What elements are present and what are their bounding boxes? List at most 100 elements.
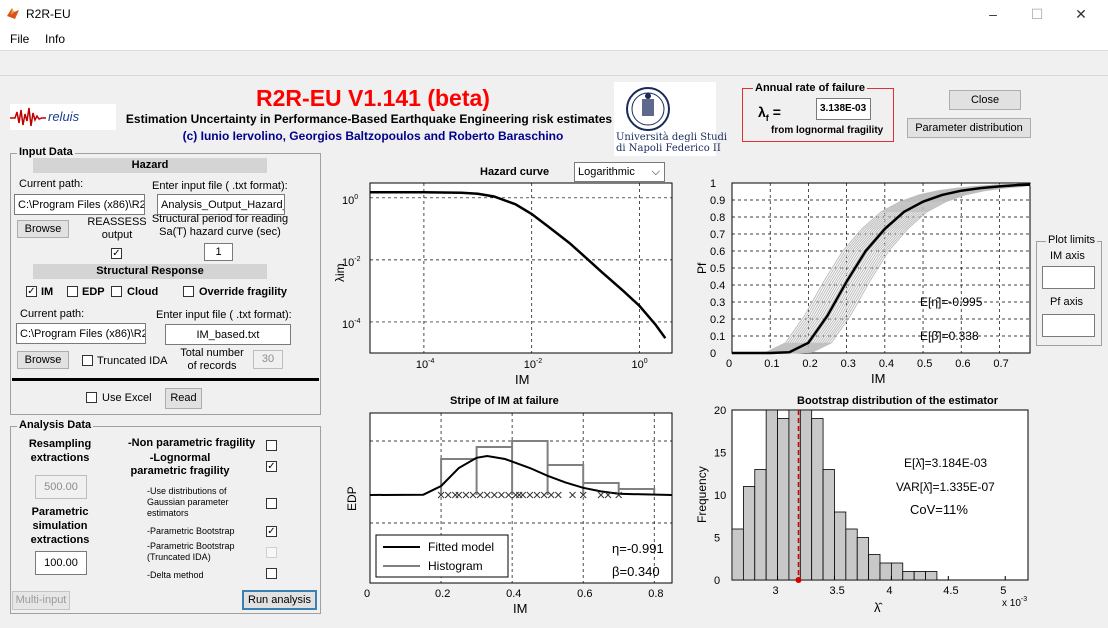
histogram-bar bbox=[742, 486, 756, 581]
reassess-output-checkbox[interactable]: ✓ bbox=[111, 248, 122, 259]
x-tick-label: 10-2 bbox=[524, 358, 543, 371]
cloud-label: Cloud bbox=[127, 286, 159, 298]
option-gaussian-checkbox[interactable] bbox=[266, 498, 277, 509]
y-tick-label: 0.6 bbox=[710, 246, 725, 258]
option-parametric-bootstrap-checkbox[interactable]: ✓ bbox=[266, 526, 277, 537]
histogram-bar bbox=[731, 528, 744, 581]
x-tick-exponent: -4 bbox=[428, 358, 434, 365]
im-checkbox[interactable]: ✓ bbox=[26, 286, 37, 297]
y-tick-exponent: 0 bbox=[354, 194, 358, 201]
histogram-bar bbox=[811, 418, 824, 581]
option-lognormal-checkbox[interactable]: ✓ bbox=[266, 461, 277, 472]
minimize-button[interactable]: – bbox=[989, 6, 997, 22]
histogram-bar bbox=[902, 571, 915, 581]
pf-axis-field[interactable] bbox=[1042, 314, 1095, 337]
x-axis-label: IM bbox=[871, 371, 885, 386]
histogram-bar bbox=[890, 562, 904, 581]
plot-limits-title: Plot limits bbox=[1046, 234, 1098, 246]
option-non-parametric-checkbox[interactable] bbox=[266, 440, 277, 451]
edp-checkbox[interactable] bbox=[67, 286, 78, 297]
structural-input-file-field[interactable]: IM_based.txt bbox=[165, 324, 291, 345]
structural-browse-button[interactable]: Browse bbox=[17, 351, 69, 369]
input-data-title: Input Data bbox=[17, 146, 75, 158]
resampling-extractions-label: Resampling extractions bbox=[28, 438, 92, 464]
legend-histogram-label: Histogram bbox=[428, 559, 483, 573]
im-failure-point bbox=[533, 491, 541, 499]
window-close-button[interactable]: ✕ bbox=[1075, 6, 1087, 22]
reluis-logo: reluis bbox=[10, 104, 116, 130]
stripe-plot-title: Stripe of IM at failure bbox=[450, 395, 559, 407]
hazard-scale-select[interactable]: Logarithmic ⌵ bbox=[574, 162, 665, 182]
bootstrap-plot-title: Bootstrap distribution of the estimator bbox=[797, 395, 999, 407]
x-tick-label: 0.6 bbox=[577, 588, 592, 600]
im-failure-point bbox=[526, 491, 534, 499]
menu-file[interactable]: File bbox=[10, 32, 30, 46]
y-axis-label: EDP bbox=[345, 486, 359, 511]
structural-period-field[interactable]: 1 bbox=[204, 243, 233, 261]
y-tick-label: 0.7 bbox=[710, 229, 725, 241]
option-lognormal-label: -Lognormal parametric fragility bbox=[130, 452, 230, 477]
y-tick-label: 5 bbox=[714, 533, 720, 545]
option-bootstrap-truncated-label: -Parametric Bootstrap (Truncated IDA) bbox=[147, 541, 235, 562]
menu-info[interactable]: Info bbox=[45, 32, 66, 46]
im-failure-point bbox=[615, 491, 623, 499]
y-tick-label: 0.2 bbox=[710, 314, 725, 326]
truncated-ida-label: Truncated IDA bbox=[97, 355, 168, 367]
truncated-ida-checkbox[interactable] bbox=[82, 355, 93, 366]
histogram-bar bbox=[754, 469, 767, 581]
hazard-current-path-field[interactable]: C:\Program Files (x86)\R2 bbox=[14, 194, 145, 215]
x-tick-label: 10-4 bbox=[416, 358, 435, 371]
override-fragility-label: Override fragility bbox=[199, 286, 288, 298]
multi-input-button: Multi-input bbox=[12, 591, 70, 610]
hazard-browse-button[interactable]: Browse bbox=[17, 220, 69, 238]
im-failure-point bbox=[569, 491, 576, 499]
input-data-panel bbox=[10, 153, 321, 415]
university-line1: Università degli Studi bbox=[616, 132, 728, 143]
y-tick-label: 0.4 bbox=[710, 280, 725, 292]
y-tick-label: 0 bbox=[714, 575, 720, 587]
structural-current-path-field[interactable]: C:\Program Files (x86)\R2 bbox=[16, 323, 146, 344]
histogram-bar bbox=[856, 537, 870, 581]
plot-area bbox=[369, 182, 673, 354]
histogram-bar bbox=[765, 409, 778, 581]
x-tick-exponent: 0 bbox=[644, 358, 648, 365]
parameter-distribution-button[interactable]: Parameter distribution bbox=[907, 118, 1031, 138]
maximize-button[interactable]: ☐ bbox=[1030, 6, 1044, 22]
histogram-bar bbox=[777, 418, 790, 581]
bootstrap-chart: 3 3.5 4 4.5 5 0 5 10 15 20 x 10-3 λ̂ Frequency E[λ̂]=… bbox=[695, 405, 1029, 615]
close-button[interactable]: Close bbox=[949, 90, 1021, 110]
analysis-data-panel bbox=[10, 426, 321, 614]
y-axis-label: Frequency bbox=[695, 466, 709, 523]
resampling-extractions-field: 500.00 bbox=[35, 475, 87, 499]
im-failure-point bbox=[455, 491, 463, 499]
x-tick-label: 0.2 bbox=[435, 588, 450, 600]
x-tick-label: 0.4 bbox=[506, 588, 521, 600]
read-button[interactable]: Read bbox=[165, 388, 202, 409]
hazard-curve-line bbox=[370, 191, 667, 339]
chevron-down-icon: ⌵ bbox=[651, 166, 660, 178]
pf-axis-label: Pf axis bbox=[1050, 296, 1084, 308]
annual-rate-value: 3.138E-03 bbox=[816, 98, 871, 120]
use-excel-checkbox[interactable] bbox=[86, 392, 97, 403]
x-tick-label: 0.6 bbox=[955, 358, 970, 370]
total-records-field: 30 bbox=[253, 350, 283, 369]
x-multiplier-label: x 10-3 bbox=[1002, 596, 1027, 609]
y-tick-label: 0.5 bbox=[710, 263, 725, 275]
annual-rate-title: Annual rate of failure bbox=[753, 82, 868, 94]
lambda-symbol: λf = bbox=[758, 104, 781, 123]
override-fragility-checkbox[interactable] bbox=[183, 286, 194, 297]
y-axis-label: λim bbox=[333, 263, 347, 282]
option-delta-method-checkbox[interactable] bbox=[266, 568, 277, 579]
hazard-input-file-label: Enter input file ( .txt format): bbox=[152, 180, 288, 192]
x-tick-label: 0 bbox=[364, 588, 370, 600]
university-logo: Università degli Studi di Napoli Federic… bbox=[614, 82, 727, 156]
histogram-bar bbox=[879, 562, 892, 581]
hazard-input-file-field[interactable]: Analysis_Output_Hazard_ bbox=[157, 194, 285, 215]
run-analysis-button[interactable]: Run analysis bbox=[242, 590, 317, 610]
cloud-checkbox[interactable] bbox=[111, 286, 122, 297]
y-tick-label: 1 bbox=[710, 178, 716, 190]
university-line2: di Napoli Federico II bbox=[616, 143, 721, 154]
parametric-extractions-field[interactable]: 100.00 bbox=[35, 551, 87, 575]
im-failure-point bbox=[519, 491, 527, 499]
im-axis-field[interactable] bbox=[1042, 266, 1095, 289]
